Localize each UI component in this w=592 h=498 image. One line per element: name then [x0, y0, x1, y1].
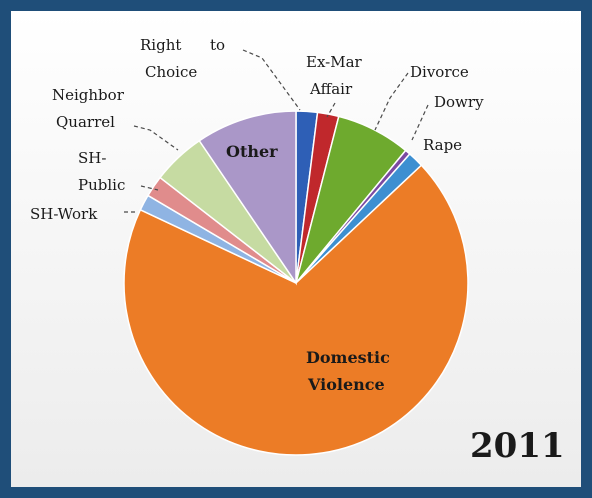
- slice-label-right-to-choice: Right to Choice: [140, 36, 230, 81]
- slice-label-other: Other: [226, 142, 278, 161]
- slice-label-sh-public: SH- Public: [78, 149, 125, 194]
- slice-label-domestic-violence: Domestic Violence: [306, 348, 395, 394]
- slice-label-dowry: Dowry: [434, 93, 484, 111]
- pie-slices: [123, 110, 469, 456]
- leader-lines: [124, 49, 429, 213]
- slice-label-rape: Rape: [423, 136, 462, 154]
- slice-label-sh-work: SH-Work: [30, 205, 98, 223]
- pie-slice-domestic-violence: [123, 164, 469, 456]
- slice-label-ex-mar-affair: Ex-Mar Affair: [306, 53, 366, 98]
- year-annotation: 2011: [470, 426, 565, 466]
- pie-labels: Right to Choice Ex-Mar Affair Divorce Do…: [30, 36, 484, 394]
- pie-slice-other: [198, 110, 297, 286]
- slice-label-divorce: Divorce: [410, 63, 469, 81]
- slice-label-neighbor-quarrel: Neighbor Quarrel: [52, 86, 129, 131]
